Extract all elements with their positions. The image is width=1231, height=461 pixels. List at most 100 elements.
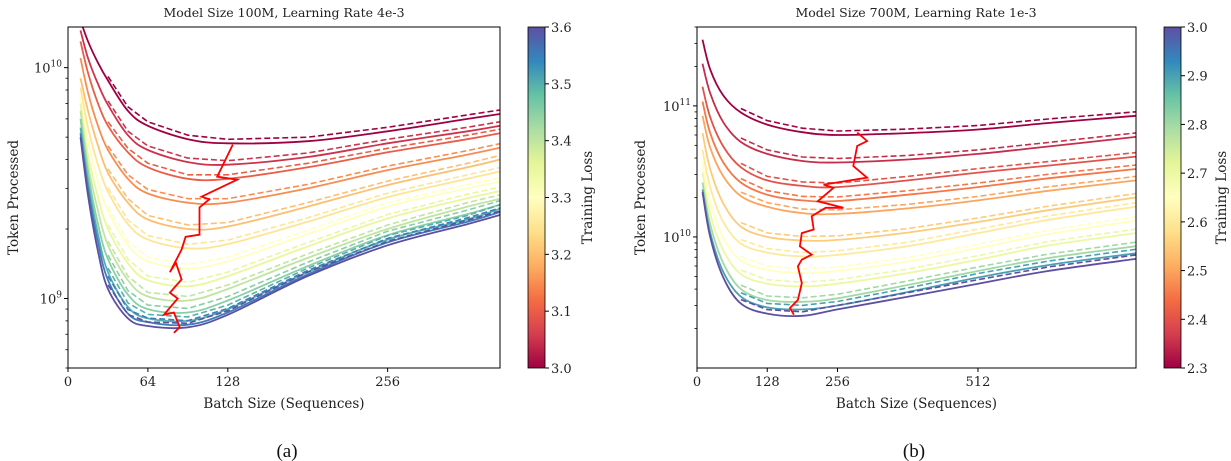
series-line-loss-2.35 xyxy=(701,63,1136,164)
colorbar-tick-label: 3.1 xyxy=(551,305,572,320)
series-fit-dashed-loss-3.25 xyxy=(107,166,500,246)
series-fit-dashed-loss-3.45 xyxy=(107,199,500,310)
optimal-batch-path xyxy=(161,144,241,334)
x-tick-label: 128 xyxy=(215,375,240,390)
y-tick-base: 10 xyxy=(40,293,57,308)
series-line-loss-3.5 xyxy=(79,127,500,323)
colorbar-tick-label: 2.7 xyxy=(1187,167,1208,182)
series-fit-dashed-loss-2.4 xyxy=(740,151,1136,184)
series-fit-dashed-loss-2.5 xyxy=(740,175,1136,211)
colorbar-tick-label: 3.2 xyxy=(551,248,572,263)
axes-frame xyxy=(67,26,501,369)
colorbar xyxy=(1163,26,1182,369)
series-fit-dashed-loss-2.7 xyxy=(740,228,1136,284)
series-line-loss-3.15 xyxy=(79,57,500,206)
colorbar-tick-label: 3.5 xyxy=(551,78,572,93)
series-fit-dashed-loss-3.15 xyxy=(107,142,500,200)
x-tick-label: 512 xyxy=(966,375,991,390)
panel-b: Model Size 700M, Learning Rate 1e-3 0 128 2… xyxy=(633,5,1230,461)
chart-title: Model Size 100M, Learning Rate 4e-3 xyxy=(163,5,404,20)
x-tick-label: 64 xyxy=(140,375,157,390)
y-tick-label: 1010 xyxy=(34,60,62,77)
y-axis-label: Token Processed xyxy=(633,140,649,255)
y-tick-label: 109 xyxy=(40,291,63,308)
series-fit-dashed-loss-3.35 xyxy=(107,186,500,284)
colorbar-label: Training Loss xyxy=(1214,151,1230,244)
colorbar-tick-label: 3.0 xyxy=(1187,21,1208,36)
y-tick-exponent: 11 xyxy=(680,98,691,108)
series-line-loss-2.45 xyxy=(701,101,1136,203)
series-fit-dashed-loss-3.1 xyxy=(107,121,500,176)
series-line-loss-2.65 xyxy=(701,162,1136,275)
x-axis-label: Batch Size (Sequences) xyxy=(836,396,997,412)
series-line-loss-3.05 xyxy=(79,30,500,166)
y-tick-base: 10 xyxy=(663,231,680,246)
series-fit-dashed-loss-2.45 xyxy=(740,164,1136,198)
y-tick-label: 1010 xyxy=(663,229,691,246)
series-fit-dashed-loss-2.6 xyxy=(740,201,1136,254)
series-line-loss-2.8 xyxy=(701,182,1136,303)
series-fit-dashed-loss-2.55 xyxy=(740,192,1136,238)
series-line-loss-3.2 xyxy=(79,78,500,231)
series-line-loss-3.4 xyxy=(79,110,500,302)
series-fit-dashed-loss-3.5 xyxy=(107,203,500,318)
y-tick-base: 10 xyxy=(663,100,680,115)
colorbar-tick-label: 2.9 xyxy=(1187,70,1208,85)
series-fit-dashed-loss-2.9 xyxy=(740,248,1136,307)
series-fit-dashed-loss-3 xyxy=(740,254,1136,313)
y-tick-exponent: 10 xyxy=(680,229,692,239)
series-line-loss-2.55 xyxy=(701,132,1136,242)
curves xyxy=(701,39,1136,317)
panel-caption: (a) xyxy=(276,441,297,461)
x-tick-label: 128 xyxy=(755,375,780,390)
y-axis-label: Token Processed xyxy=(6,140,22,255)
colorbar-tick-label: 3.6 xyxy=(551,21,572,36)
series-fit-dashed-loss-3.55 xyxy=(107,207,500,322)
optimal-batch-path xyxy=(788,131,870,316)
x-tick-label: 0 xyxy=(693,375,701,390)
colorbar-tick-label: 3.4 xyxy=(551,135,572,150)
panel-caption: (b) xyxy=(903,441,925,461)
y-tick-base: 10 xyxy=(34,62,51,77)
series-line-loss-3 xyxy=(81,27,500,145)
series-line-loss-2.3 xyxy=(701,39,1136,136)
series-line-loss-2.5 xyxy=(701,115,1136,216)
series-fit-dashed-loss-3.3 xyxy=(107,177,500,266)
series-line-loss-3.45 xyxy=(79,118,500,314)
series-fit-dashed-loss-3.2 xyxy=(107,154,500,226)
series-line-loss-3.1 xyxy=(79,41,500,182)
y-tick-exponent: 10 xyxy=(51,60,63,70)
series-line-loss-3.3 xyxy=(79,96,500,270)
y-tick-label: 1011 xyxy=(663,98,691,115)
colorbar-tick-label: 2.4 xyxy=(1187,313,1208,328)
series-fit-dashed-loss-2.8 xyxy=(740,241,1136,299)
series-fit-dashed-loss-2.65 xyxy=(740,215,1136,270)
x-tick-label: 256 xyxy=(825,375,850,390)
colorbar-tick-label: 3.0 xyxy=(551,362,572,377)
series-line-loss-3.6 xyxy=(79,136,500,330)
colorbar-tick-label: 2.6 xyxy=(1187,216,1208,231)
series-line-loss-3.25 xyxy=(79,87,500,250)
series-line-loss-2.9 xyxy=(701,189,1136,311)
colorbar-tick-label: 2.5 xyxy=(1187,265,1208,280)
chart-title: Model Size 700M, Learning Rate 1e-3 xyxy=(795,5,1036,20)
series-fit-dashed-loss-2.3 xyxy=(740,107,1136,132)
colorbar-label: Training Loss xyxy=(580,151,596,244)
colorbar-tick-label: 2.8 xyxy=(1187,118,1208,133)
series-fit-dashed-loss-3.6 xyxy=(107,210,500,325)
curves xyxy=(79,27,500,334)
colorbar xyxy=(527,26,546,369)
panel-a: Model Size 100M, Learning Rate 4e-3 0 64 12… xyxy=(6,5,596,461)
series-fit-dashed-loss-3.4 xyxy=(107,194,500,298)
series-fit-dashed-loss-3 xyxy=(107,76,500,141)
series-line-loss-3 xyxy=(701,191,1136,317)
series-fit-dashed-loss-3.05 xyxy=(107,100,500,162)
x-tick-label: 0 xyxy=(64,375,72,390)
x-tick-label: 256 xyxy=(375,375,400,390)
series-line-loss-3.55 xyxy=(79,133,500,327)
colorbar-tick-label: 3.3 xyxy=(551,192,572,207)
series-line-loss-3.35 xyxy=(79,103,500,288)
colorbar-tick-label: 2.3 xyxy=(1187,362,1208,377)
series-line-loss-2.4 xyxy=(701,86,1136,189)
y-tick-exponent: 9 xyxy=(56,291,62,301)
